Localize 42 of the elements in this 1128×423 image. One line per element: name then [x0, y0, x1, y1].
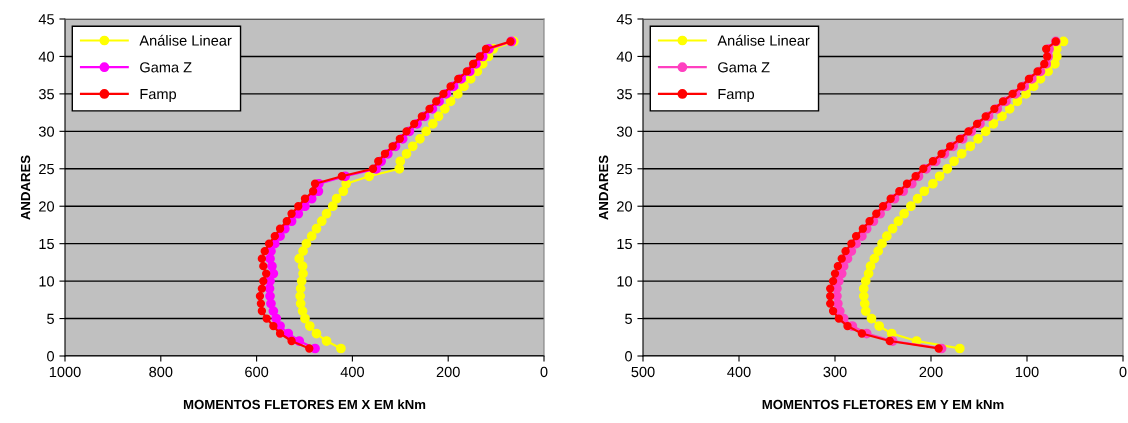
- x-tick-label: 100: [1015, 366, 1039, 378]
- legend-label: Gama Z: [140, 62, 192, 73]
- y-tick-label: 25: [39, 163, 54, 175]
- x-tick-label: 400: [340, 366, 364, 378]
- y-tick-label: 25: [617, 163, 632, 175]
- y-tick-label: 0: [625, 351, 633, 362]
- x-tick-label: 0: [540, 366, 548, 378]
- legend-label: Gama Z: [718, 62, 770, 73]
- legend-label: Famp: [140, 89, 177, 103]
- y-tick-label: 5: [625, 313, 632, 324]
- y-axis-title: ANDARES: [20, 155, 31, 220]
- x-tick-label: 400: [727, 366, 751, 378]
- y-tick-label: 35: [38, 88, 54, 100]
- y-tick-label: 30: [616, 126, 633, 137]
- y-tick-label: 30: [38, 126, 55, 137]
- x-axis-title: MOMENTOS FLETORES EM X EM kNm: [183, 399, 426, 410]
- y-tick-label: 45: [616, 14, 632, 25]
- x-tick-label: 0: [1119, 366, 1127, 378]
- x-tick-label: 200: [919, 366, 943, 378]
- y-tick-label: 0: [47, 351, 55, 362]
- y-axis-title: ANDARES: [598, 155, 609, 220]
- legend-label: Famp: [718, 89, 755, 103]
- y-tick-label: 10: [39, 276, 55, 287]
- y-tick-label: 35: [616, 88, 632, 100]
- y-tick-label: 5: [47, 313, 54, 324]
- y-tick-label: 20: [617, 201, 633, 212]
- x-tick-label: 1000: [49, 366, 81, 378]
- x-tick-label: 500: [631, 366, 655, 378]
- x-tick-label: 300: [823, 366, 847, 378]
- y-tick-label: 45: [38, 14, 54, 25]
- y-tick-label: 40: [38, 51, 55, 62]
- x-tick-label: 200: [436, 366, 460, 378]
- x-tick-label: 800: [149, 366, 173, 378]
- y-tick-label: 10: [617, 276, 633, 287]
- legend-label: Análise Linear: [717, 34, 810, 46]
- y-tick-label: 15: [39, 238, 54, 250]
- legend-label: Análise Linear: [139, 34, 232, 46]
- y-tick-label: 40: [616, 51, 633, 62]
- x-tick-label: 600: [245, 366, 269, 378]
- y-tick-label: 20: [39, 201, 55, 212]
- x-axis-title: MOMENTOS FLETORES EM Y EM kNm: [762, 399, 1004, 410]
- y-tick-label: 15: [617, 238, 632, 250]
